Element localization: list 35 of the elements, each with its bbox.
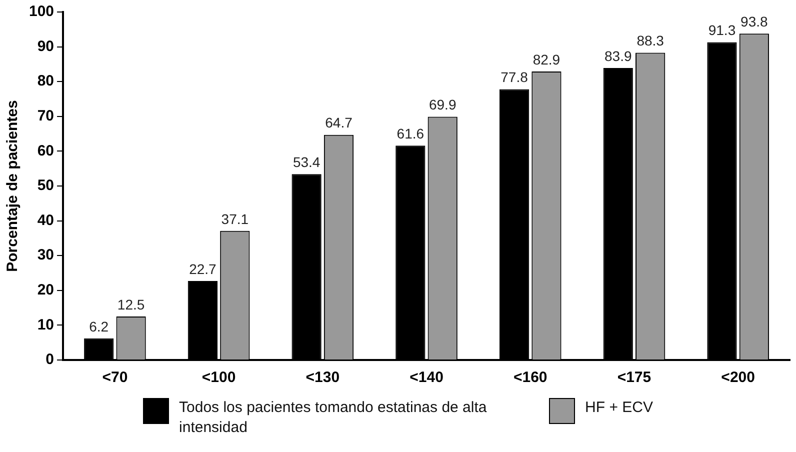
y-tick-label: 50 — [37, 177, 54, 194]
y-tick-label: 80 — [37, 72, 54, 90]
y-tick-label: 20 — [37, 282, 54, 299]
x-tick-label: <200 — [721, 369, 755, 386]
data-label: 37.1 — [221, 210, 249, 227]
data-label: 6.2 — [89, 318, 109, 334]
data-label: 93.8 — [740, 13, 768, 30]
data-label: 53.4 — [292, 154, 320, 170]
data-label: 64.7 — [325, 114, 353, 131]
y-tick-label: 10 — [37, 316, 54, 334]
data-label: 61.6 — [396, 125, 424, 142]
legend-label: HF + ECV — [585, 398, 653, 418]
y-tick-label: 0 — [46, 351, 54, 368]
x-tick-label: <160 — [513, 369, 548, 386]
y-tick-label: 40 — [37, 212, 54, 229]
legend-label: Todos los pacientes tomando estatinas de alta intensidad — [179, 398, 488, 438]
data-label: 69.9 — [428, 96, 456, 113]
y-tick-label: 70 — [37, 108, 54, 125]
x-tick-label: <70 — [102, 369, 128, 386]
data-label: 91.3 — [708, 22, 736, 38]
data-label: 82.9 — [532, 51, 560, 68]
x-tick-label: <175 — [617, 369, 652, 386]
data-label: 77.8 — [500, 69, 528, 86]
x-tick-label: <130 — [306, 369, 340, 386]
data-label: 88.3 — [636, 32, 664, 49]
data-label: 12.5 — [117, 296, 145, 312]
y-axis-title: Porcentaje de pacientes — [4, 100, 22, 272]
x-tick-label: <140 — [410, 369, 444, 386]
y-tick-label: 30 — [37, 246, 54, 264]
y-tick-label: 90 — [37, 38, 54, 55]
y-tick-label: 60 — [37, 142, 54, 160]
x-tick-label: <100 — [202, 369, 236, 386]
data-label: 83.9 — [604, 48, 632, 64]
y-tick-label: 100 — [28, 3, 54, 20]
data-label: 22.7 — [189, 260, 217, 277]
